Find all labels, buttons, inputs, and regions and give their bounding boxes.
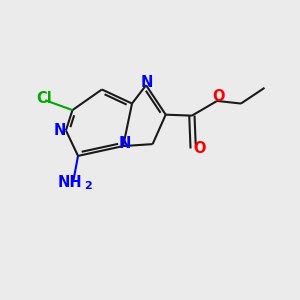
- Text: O: O: [194, 141, 206, 156]
- Text: O: O: [212, 89, 225, 104]
- Text: 2: 2: [84, 181, 92, 190]
- Text: Cl: Cl: [36, 91, 52, 106]
- Text: N: N: [140, 75, 153, 90]
- Text: NH: NH: [57, 175, 82, 190]
- Text: N: N: [53, 123, 66, 138]
- Text: N: N: [118, 136, 131, 151]
